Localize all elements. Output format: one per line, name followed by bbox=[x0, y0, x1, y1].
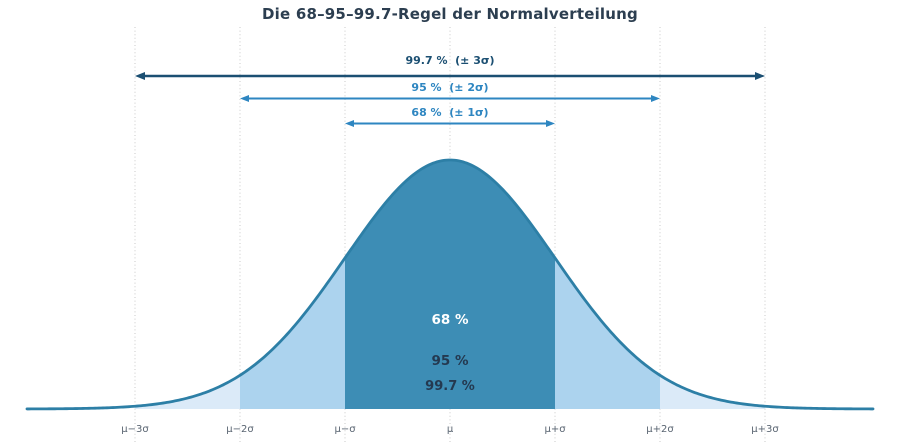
x-tick-mu-minus-2sigma: μ−2σ bbox=[226, 424, 254, 435]
arrow-2sigma bbox=[240, 95, 660, 102]
arrow-label-1sigma: 68 % (± 1σ) bbox=[411, 106, 489, 119]
arrow-3sigma bbox=[135, 72, 765, 80]
x-tick-mu-minus-sigma: μ−σ bbox=[334, 424, 356, 435]
x-tick-mu-plus-sigma: μ+σ bbox=[544, 424, 566, 435]
arrow-label-3sigma: 99.7 % (± 3σ) bbox=[405, 54, 495, 67]
distribution-bands bbox=[135, 160, 765, 409]
bell-curve-line bbox=[25, 158, 875, 411]
x-tick-mu-minus-3sigma: μ−3σ bbox=[121, 424, 149, 435]
band-3sigma-left bbox=[135, 375, 240, 409]
arrowhead-left bbox=[135, 72, 145, 80]
arrow-label-2sigma: 95 % (± 2σ) bbox=[411, 81, 489, 94]
arrowhead-left bbox=[240, 95, 249, 102]
x-tick-mu-plus-2sigma: μ+2σ bbox=[646, 424, 674, 435]
band-label-68: 68 % bbox=[431, 312, 469, 328]
x-tick-mu-plus-3sigma: μ+3σ bbox=[751, 424, 779, 435]
arrowhead-right bbox=[755, 72, 765, 80]
band-1sigma bbox=[345, 160, 555, 409]
arrowhead-right bbox=[651, 95, 660, 102]
gridlines bbox=[134, 27, 766, 443]
range-arrows bbox=[135, 72, 765, 127]
chart-title: Die 68–95–99.7-Regel der Normalverteilun… bbox=[262, 5, 638, 23]
band-label-99-7: 99.7 % bbox=[425, 379, 475, 394]
arrowhead-right bbox=[546, 120, 555, 127]
band-label-95: 95 % bbox=[431, 353, 469, 369]
band-3sigma-right bbox=[660, 375, 765, 409]
arrow-1sigma bbox=[345, 120, 555, 127]
arrowhead-left bbox=[345, 120, 354, 127]
x-tick-mu: μ bbox=[446, 424, 454, 435]
